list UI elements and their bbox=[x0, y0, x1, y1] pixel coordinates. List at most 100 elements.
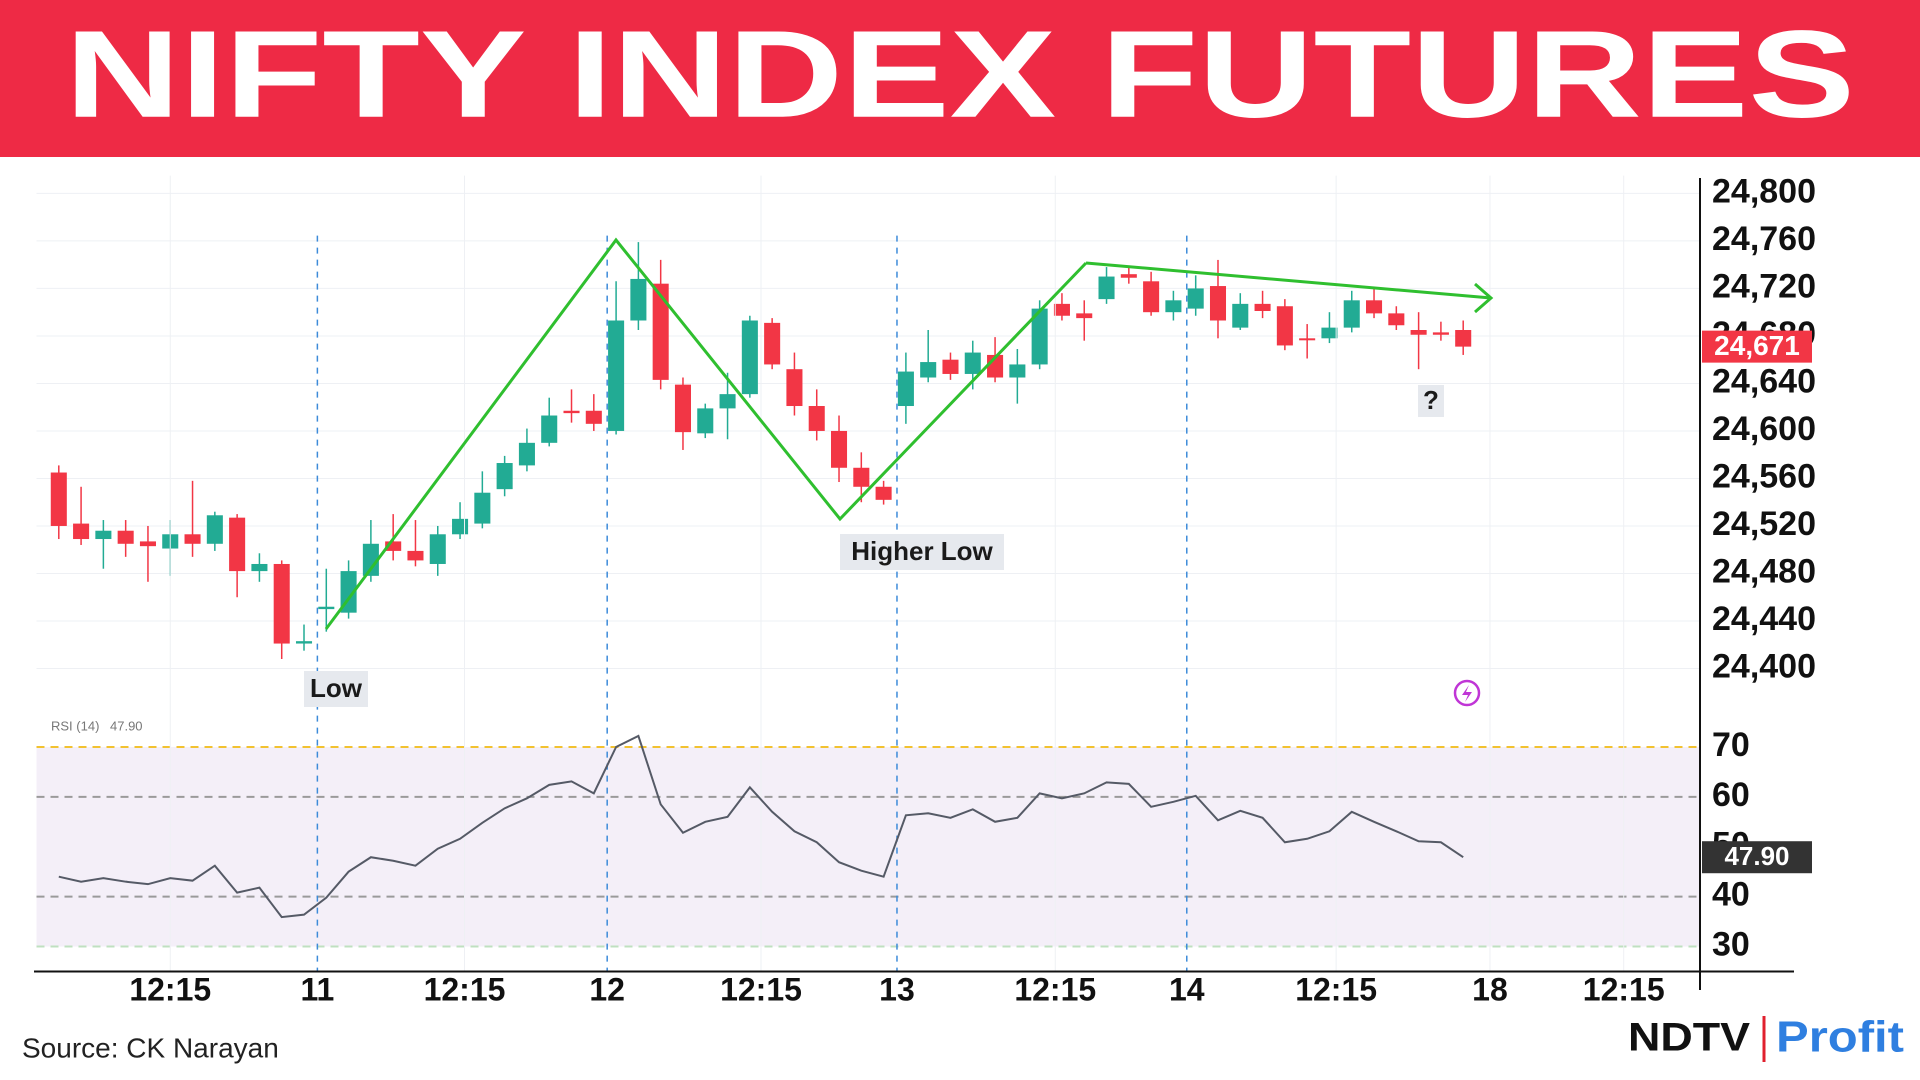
x-tick-label: 12:15 bbox=[1295, 971, 1377, 1007]
y-tick-label: 70 bbox=[1712, 726, 1750, 764]
y-tick-label: 24,520 bbox=[1712, 505, 1816, 543]
candle-body bbox=[808, 406, 825, 431]
alert-icon-bolt bbox=[1462, 685, 1472, 702]
y-tick-label: 24,440 bbox=[1712, 600, 1816, 638]
x-tick-label: 12:15 bbox=[1583, 971, 1665, 1007]
annotation-box bbox=[840, 534, 1004, 570]
candle-body bbox=[1009, 364, 1026, 378]
candle-body bbox=[1053, 303, 1070, 316]
x-tick-label: 12:15 bbox=[1014, 971, 1096, 1007]
trend-line bbox=[1085, 261, 1492, 300]
source: Source: CK Narayan bbox=[22, 1032, 279, 1063]
candle-body bbox=[1299, 338, 1316, 341]
candle-body bbox=[1276, 306, 1293, 346]
candle-body bbox=[897, 371, 914, 407]
candle-body bbox=[719, 394, 736, 409]
candle-body bbox=[1388, 313, 1405, 326]
candle-body bbox=[1187, 288, 1204, 309]
candle-body bbox=[452, 518, 469, 535]
candle-body bbox=[563, 410, 580, 414]
candle-body bbox=[608, 320, 625, 431]
alert-icon bbox=[1453, 679, 1481, 707]
candle-body bbox=[474, 492, 491, 524]
x-tick-label: 14 bbox=[1169, 971, 1205, 1007]
y-tick-label: 24,400 bbox=[1712, 647, 1816, 685]
y-tick-label: 24,480 bbox=[1712, 552, 1816, 590]
rsi-line bbox=[58, 734, 1464, 919]
product: Profit bbox=[1776, 1013, 1904, 1062]
annotation: Low bbox=[310, 673, 363, 703]
candle-body bbox=[1031, 308, 1048, 365]
candle-body bbox=[496, 463, 513, 490]
annotation-box bbox=[304, 671, 368, 707]
y-tick-label: 60 bbox=[1712, 776, 1750, 814]
candle-body bbox=[697, 408, 714, 434]
candle-body bbox=[385, 541, 402, 551]
candle-body bbox=[518, 442, 535, 466]
y-tick-label: 24,640 bbox=[1712, 362, 1816, 400]
x-tick-label: 12:15 bbox=[720, 971, 802, 1007]
trend-zigzag bbox=[324, 237, 1088, 630]
candle-body bbox=[1209, 286, 1227, 321]
y-tick-label: 24,720 bbox=[1712, 267, 1816, 305]
candle-body bbox=[741, 320, 758, 395]
candle-body bbox=[1120, 274, 1137, 278]
y-tick-label: 40 bbox=[1712, 876, 1750, 914]
x-tick-label: 18 bbox=[1472, 971, 1508, 1007]
candle-body bbox=[229, 517, 246, 572]
candle-body bbox=[541, 415, 558, 443]
candle-body bbox=[318, 606, 335, 610]
rsi-band bbox=[36, 746, 1700, 947]
candle-body bbox=[1366, 300, 1383, 314]
brand: NDTV bbox=[1628, 1016, 1750, 1060]
candle-body bbox=[764, 322, 781, 365]
candle-body bbox=[964, 352, 981, 374]
candle-body bbox=[1254, 303, 1271, 311]
candle-body bbox=[95, 530, 112, 540]
candle-body bbox=[875, 486, 892, 500]
candle-body bbox=[1232, 303, 1249, 328]
candle-body bbox=[630, 278, 647, 321]
candle-body bbox=[786, 369, 803, 407]
last-price-label: 24,671 bbox=[1714, 330, 1800, 361]
annotation: ? bbox=[1423, 385, 1439, 415]
y-tick-label: 24,560 bbox=[1712, 457, 1816, 495]
y-tick-label: 24,600 bbox=[1712, 410, 1816, 448]
title: NIFTY INDEX FUTURES bbox=[65, 6, 1855, 144]
candle-body bbox=[1143, 281, 1160, 313]
candle-body bbox=[206, 515, 223, 544]
title-bar bbox=[0, 0, 1920, 157]
last-price-marker bbox=[1702, 330, 1812, 363]
candle-body bbox=[1076, 313, 1093, 319]
y-tick-label: 24,760 bbox=[1712, 220, 1816, 258]
candle-body bbox=[1432, 332, 1449, 335]
candle-body bbox=[674, 384, 691, 433]
candle-body bbox=[295, 641, 313, 644]
candle-body bbox=[117, 530, 134, 544]
y-tick-label: 30 bbox=[1712, 926, 1750, 964]
x-tick-label: 13 bbox=[879, 971, 915, 1007]
candle-body bbox=[184, 534, 201, 544]
candle-body bbox=[139, 541, 156, 547]
x-tick-label: 11 bbox=[300, 971, 334, 1007]
candle-body bbox=[1410, 330, 1427, 335]
legend-label: RSI (14) bbox=[51, 718, 99, 733]
last-value-marker bbox=[1702, 841, 1812, 874]
candle-body bbox=[920, 362, 937, 378]
annotation-box bbox=[1418, 385, 1444, 417]
candle-body bbox=[407, 550, 424, 561]
x-tick-label: 12:15 bbox=[129, 971, 211, 1007]
x-tick-label: 12 bbox=[589, 971, 625, 1007]
candle-body bbox=[585, 410, 602, 424]
legend-value: 47.90 bbox=[110, 718, 143, 733]
candle-body bbox=[1455, 330, 1472, 347]
overlay: Low Higher Low ? bbox=[304, 237, 1494, 707]
candle-body bbox=[830, 430, 848, 468]
candle-body bbox=[1343, 300, 1360, 328]
x-tick-label: 12:15 bbox=[424, 971, 506, 1007]
candle-body bbox=[251, 563, 268, 572]
candle-body bbox=[1165, 300, 1182, 313]
candle-body bbox=[1321, 327, 1338, 339]
candle-body bbox=[853, 467, 870, 487]
